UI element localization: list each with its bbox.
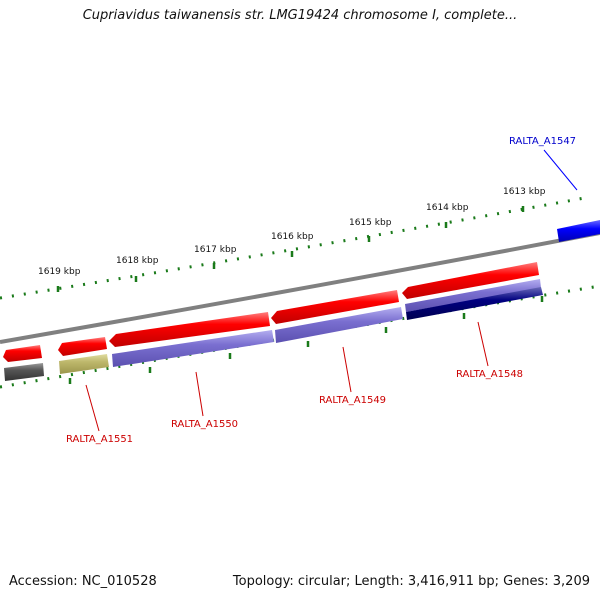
map-title: Cupriavidus taiwanensis str. LMG19424 ch… (82, 8, 518, 23)
upper-scale-track (0, 195, 591, 300)
cds-arrow[interactable] (271, 290, 399, 324)
cds-arrow[interactable] (3, 345, 42, 362)
gene-feature-ralta-a1551[interactable] (59, 354, 109, 374)
gene-feature-ralta-a1549[interactable] (275, 307, 403, 343)
gene-label-ralta-a1549[interactable]: RALTA_A1549 (319, 395, 386, 406)
gene-feature-dark[interactable] (406, 287, 543, 320)
genome-summary-text: Topology: circular; Length: 3,416,911 bp… (232, 574, 590, 589)
gene-label-ralta-a1551[interactable]: RALTA_A1551 (66, 434, 133, 445)
accession-text: Accession: NC_010528 (9, 574, 157, 589)
label-connector (85, 384, 100, 432)
cds-track (3, 262, 539, 362)
tick-label: 1616 kbp (271, 232, 314, 242)
cds-arrow[interactable] (109, 312, 270, 347)
gene-feature-ralta-a1550[interactable] (112, 330, 274, 367)
cds-arrow[interactable] (402, 262, 539, 299)
cds-arrow[interactable] (58, 337, 107, 356)
label-connector (342, 346, 352, 393)
label-connector (543, 149, 578, 191)
label-connector (477, 321, 489, 367)
tick-label: 1617 kbp (194, 245, 237, 255)
tick-label: 1619 kbp (38, 267, 81, 277)
gene-feature-gray[interactable] (4, 363, 44, 381)
lower-major-ticks (68, 296, 544, 384)
tick-label: 1613 kbp (503, 187, 546, 197)
gene-label-ralta-a1550[interactable]: RALTA_A1550 (171, 419, 238, 430)
lower-scale-track (0, 284, 600, 389)
chromosome-backbone (0, 231, 600, 344)
label-connector (195, 371, 204, 417)
gene-feature-ralta-a1548[interactable] (405, 279, 541, 312)
gene-label-ralta-a1547[interactable]: RALTA_A1547 (509, 136, 576, 147)
tick-label: 1614 kbp (426, 203, 469, 213)
gene-label-ralta-a1548[interactable]: RALTA_A1548 (456, 369, 523, 380)
tick-label: 1618 kbp (116, 256, 159, 266)
gene-feature-ralta-a1547[interactable] (557, 220, 600, 242)
upper-major-ticks (56, 206, 525, 292)
tick-label: 1615 kbp (349, 218, 392, 228)
